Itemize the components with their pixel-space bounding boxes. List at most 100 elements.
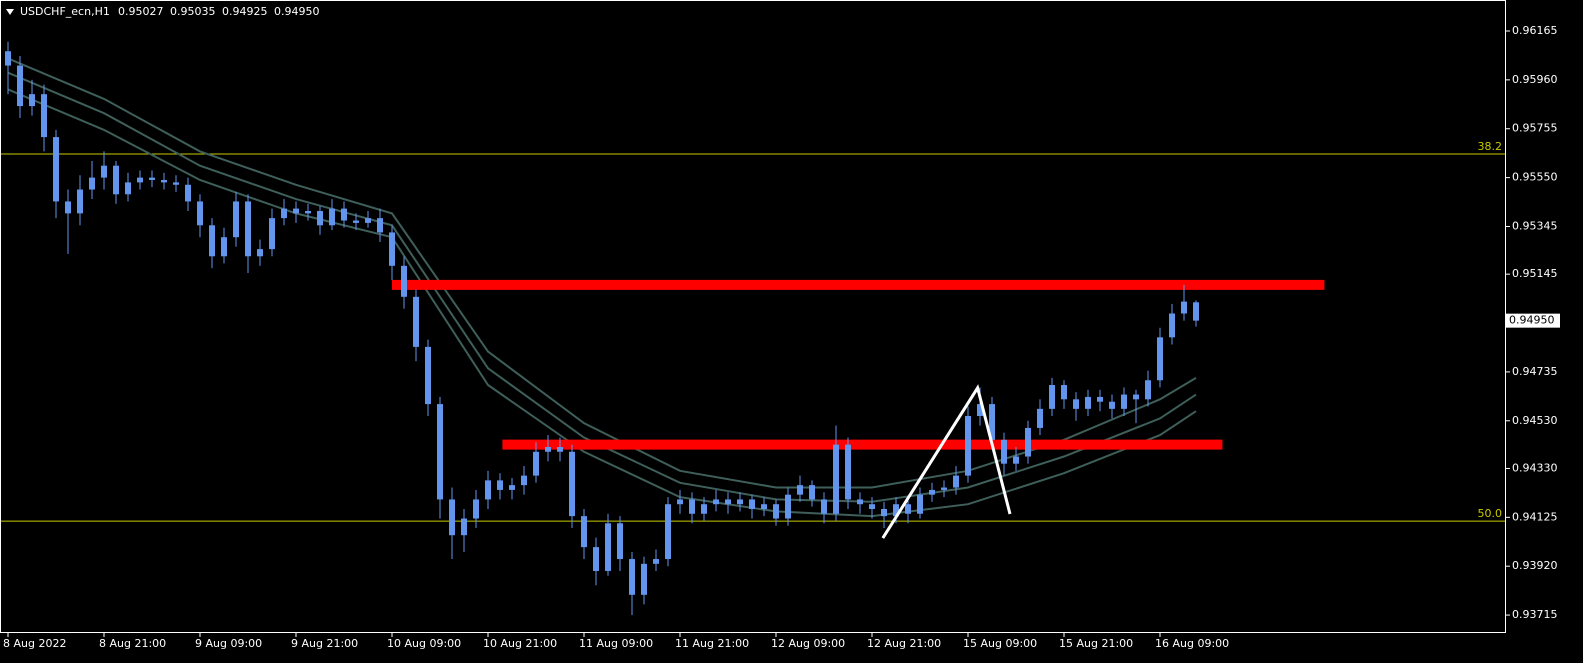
x-tick-label: 16 Aug 09:00 — [1155, 637, 1229, 650]
candle-body — [137, 177, 144, 183]
candle-body — [101, 165, 108, 178]
candle-body — [173, 182, 180, 185]
candle-body — [593, 547, 600, 571]
candle-body — [1097, 396, 1104, 402]
candle-body — [461, 518, 468, 536]
candle-body — [905, 504, 912, 514]
y-tick-label: 0.95960 — [1512, 73, 1558, 86]
candle-body — [989, 404, 996, 440]
candle-body — [377, 218, 384, 233]
y-tick-label: 0.95345 — [1512, 219, 1558, 232]
candle-body — [953, 475, 960, 488]
candle-body — [497, 480, 504, 490]
candle-body — [161, 179, 168, 183]
x-tick-label: 12 Aug 09:00 — [771, 637, 845, 650]
x-tick-label: 15 Aug 21:00 — [1059, 637, 1133, 650]
menu-arrow[interactable] — [6, 9, 14, 15]
x-tick-label: 11 Aug 09:00 — [579, 637, 653, 650]
candle-body — [317, 210, 324, 226]
candle-body — [1025, 427, 1032, 457]
candle-body — [425, 346, 432, 405]
candle-body — [509, 485, 516, 490]
candle-body — [1013, 456, 1020, 464]
candle-body — [1073, 399, 1080, 409]
candle-body — [1157, 337, 1164, 381]
candle-body — [965, 416, 972, 476]
candle-body — [365, 218, 372, 223]
candle-body — [581, 516, 588, 548]
candle-body — [197, 201, 204, 226]
candle-body — [1109, 401, 1116, 409]
candle-body — [797, 485, 804, 495]
y-tick-label: 0.93920 — [1512, 559, 1558, 572]
y-tick-label: 0.94530 — [1512, 414, 1558, 427]
y-tick-label: 0.95755 — [1512, 122, 1558, 135]
candle-body — [65, 201, 72, 214]
x-tick-label: 12 Aug 21:00 — [867, 637, 941, 650]
candle-body — [1001, 439, 1008, 464]
candle-body — [869, 504, 876, 509]
candle-body — [89, 177, 96, 190]
candle-body — [701, 504, 708, 514]
candle-body — [473, 499, 480, 519]
candle-body — [1193, 302, 1200, 321]
candle-body — [1121, 394, 1128, 409]
candle-body — [245, 201, 252, 257]
header-value: 0.95027 — [118, 5, 164, 18]
fib-label: 50.0 — [1478, 507, 1503, 520]
candle-body — [293, 208, 300, 214]
fib-label: 38.2 — [1478, 140, 1503, 153]
candle-body — [737, 499, 744, 505]
candle-body — [413, 296, 420, 347]
candle-body — [41, 94, 48, 138]
candle-body — [437, 404, 444, 500]
x-tick-label: 9 Aug 09:00 — [195, 637, 262, 650]
last-price-label: 0.94950 — [1509, 314, 1555, 327]
candle-body — [485, 480, 492, 500]
x-tick-label: 10 Aug 21:00 — [483, 637, 557, 650]
header-value: 0.95035 — [170, 5, 216, 18]
candle-body — [125, 182, 132, 195]
x-tick-label: 8 Aug 21:00 — [99, 637, 166, 650]
y-tick-label: 0.96165 — [1512, 24, 1558, 37]
candle-body — [1145, 380, 1152, 400]
zigzag-line — [881, 384, 1012, 539]
candle-body — [17, 65, 24, 107]
candle-body — [917, 494, 924, 514]
candle-body — [1061, 385, 1068, 400]
candle-body — [773, 504, 780, 519]
candle-body — [1169, 313, 1176, 338]
candle-body — [1181, 301, 1188, 314]
resistance-zone — [502, 439, 1223, 450]
candle-body — [1133, 394, 1140, 400]
candle-body — [689, 499, 696, 514]
candle-body — [329, 208, 336, 226]
candle-body — [749, 499, 756, 509]
header-value: 0.94925 — [222, 5, 268, 18]
candle-body — [281, 208, 288, 219]
y-tick-label: 0.94330 — [1512, 461, 1558, 474]
candle-body — [1085, 396, 1092, 409]
candle-body — [5, 51, 12, 66]
candle-body — [233, 201, 240, 238]
candle-body — [341, 208, 348, 221]
candle-body — [77, 189, 84, 214]
y-tick-label: 0.94125 — [1512, 510, 1558, 523]
candle-body — [533, 451, 540, 476]
candle-body — [629, 559, 636, 595]
candle-body — [221, 237, 228, 257]
candle-body — [257, 249, 264, 257]
candle-body — [1037, 408, 1044, 428]
candle-body — [449, 499, 456, 536]
candle-body — [209, 225, 216, 257]
candle-body — [809, 485, 816, 500]
candle-body — [605, 523, 612, 571]
resistance-zone — [392, 279, 1325, 290]
candle-body — [893, 504, 900, 517]
candle-body — [617, 523, 624, 560]
x-tick-label: 15 Aug 09:00 — [963, 637, 1037, 650]
candle-body — [929, 489, 936, 495]
candle-body — [881, 508, 888, 517]
